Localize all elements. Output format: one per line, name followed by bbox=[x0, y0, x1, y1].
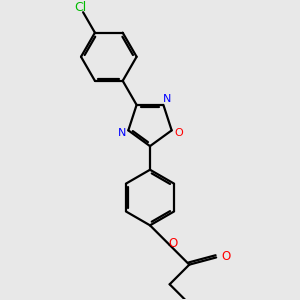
Text: O: O bbox=[174, 128, 183, 137]
Text: N: N bbox=[163, 94, 172, 104]
Text: O: O bbox=[168, 237, 177, 250]
Text: O: O bbox=[221, 250, 230, 263]
Text: Cl: Cl bbox=[74, 1, 87, 14]
Text: N: N bbox=[118, 128, 126, 137]
